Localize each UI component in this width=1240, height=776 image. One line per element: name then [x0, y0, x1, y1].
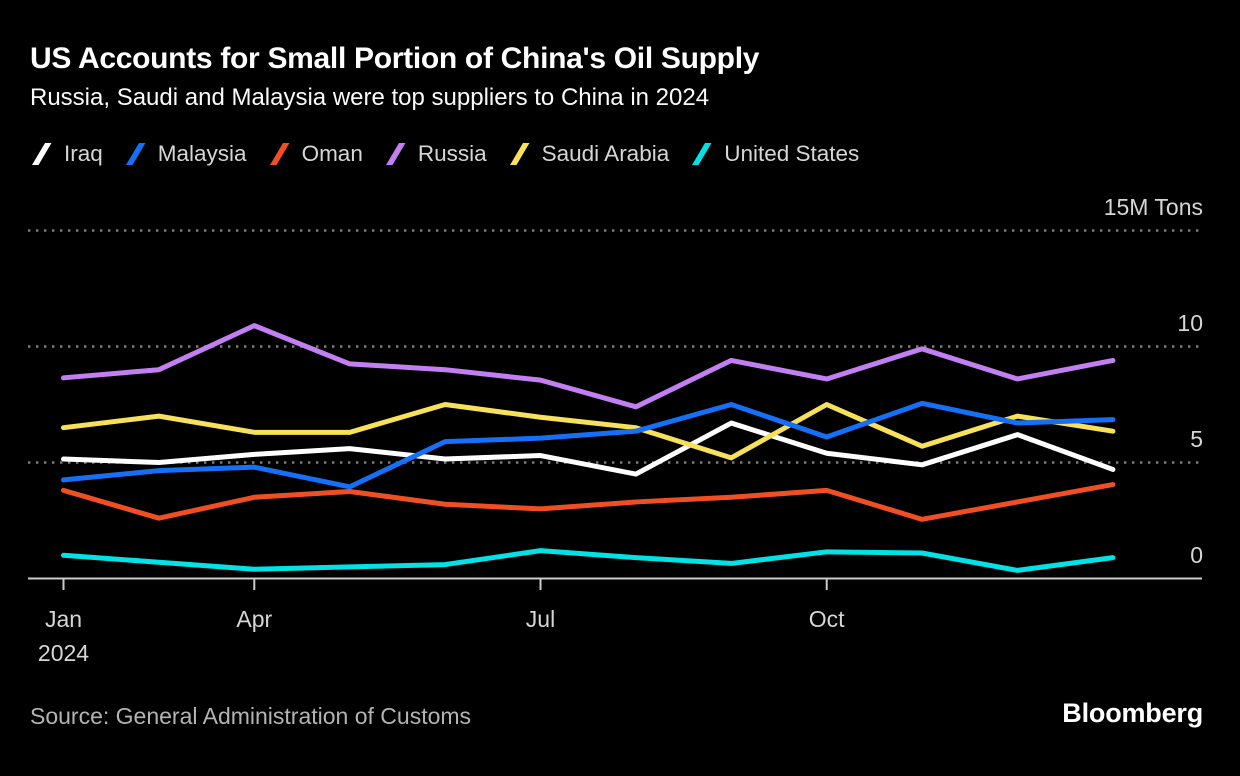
series-line-iraq — [61, 420, 1116, 477]
legend-slash-icon — [125, 143, 146, 165]
series-line-saudi-arabia — [61, 402, 1116, 461]
legend-slash-icon — [32, 143, 52, 165]
source-note: Source: General Administration of Custom… — [30, 703, 472, 729]
chart-subtitle: Russia, Saudi and Malaysia were top supp… — [30, 84, 710, 111]
legend-label: Russia — [417, 141, 487, 166]
legend-item-russia: Russia — [384, 141, 487, 167]
legend-item-oman: Oman — [268, 141, 363, 167]
y-tick-label-10: 10 — [1177, 309, 1203, 336]
x-tick-label-oct: Oct — [808, 606, 845, 632]
legend-label: Oman — [301, 141, 363, 166]
legend-label: Malaysia — [157, 141, 247, 166]
legend-slash-icon — [692, 143, 712, 165]
legend-item-malaysia: Malaysia — [124, 141, 247, 167]
y-tick-label-5: 5 — [1190, 425, 1203, 452]
x-tick-label-jan: Jan 2024 — [0, 602, 134, 670]
legend-label: Saudi Arabia — [541, 141, 670, 166]
x-tick-label-apr: Apr — [236, 606, 273, 632]
legend-slash-icon — [269, 143, 290, 165]
y-tick-label-15: 15M Tons — [1103, 193, 1203, 220]
legend-slash-icon — [509, 143, 530, 165]
chart-legend: Iraq Malaysia Oman Russia Saudi Arabia United… — [30, 141, 859, 167]
legend-slash-icon — [385, 143, 406, 165]
series-line-malaysia — [61, 400, 1116, 490]
page-title: US Accounts for Small Portion of China's… — [30, 42, 760, 75]
legend-label: United States — [724, 141, 860, 166]
legend-item-saudi-arabia: Saudi Arabia — [508, 141, 670, 167]
y-tick-label-0: 0 — [1190, 541, 1203, 568]
x-tick-label-jul: Jul — [525, 606, 556, 632]
legend-label: Iraq — [64, 141, 103, 166]
series-line-united-states — [61, 548, 1116, 573]
bloomberg-logo: Bloomberg — [1062, 698, 1203, 728]
x-tick-sublabel-2024: 2024 — [37, 640, 90, 666]
series-line-oman — [61, 482, 1116, 522]
legend-item-iraq: Iraq — [30, 141, 103, 167]
legend-item-united-states: United States — [690, 141, 859, 167]
series-line-russia — [61, 323, 1116, 410]
